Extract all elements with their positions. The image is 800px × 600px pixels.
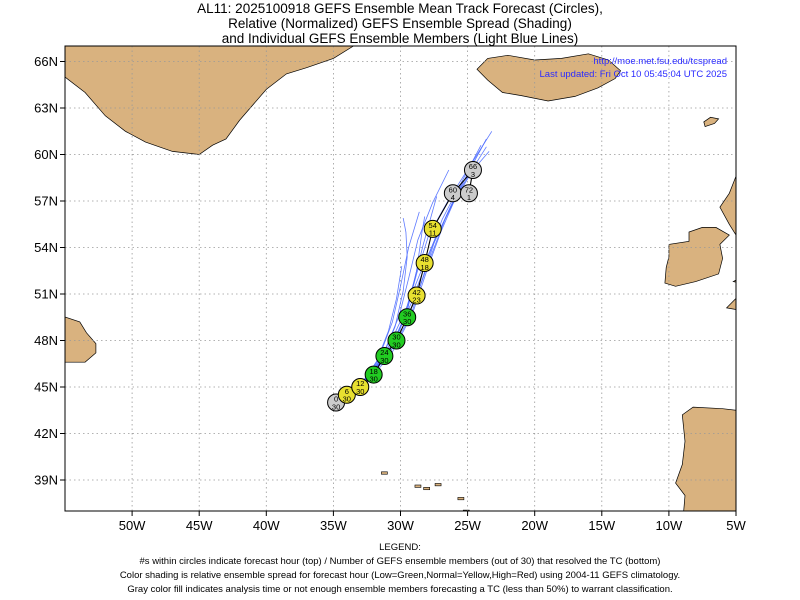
x-tick-label: 45W bbox=[186, 518, 213, 533]
forecast-markers: 0306301230183024303030363042234818541160… bbox=[327, 161, 482, 412]
forecast-circle bbox=[364, 365, 383, 384]
y-tick-label: 63N bbox=[34, 101, 58, 116]
forecast-hour-label: 54 bbox=[429, 221, 437, 230]
x-tick-label: 5W bbox=[726, 518, 746, 533]
forecast-point-6: 630 bbox=[337, 385, 356, 404]
member-count-label: 30 bbox=[369, 374, 377, 383]
forecast-hour-label: 66 bbox=[469, 162, 477, 171]
member-count-label: 30 bbox=[356, 387, 364, 396]
shetland-land bbox=[783, 142, 792, 156]
azores-island bbox=[457, 497, 465, 501]
forecast-hour-label: 48 bbox=[420, 255, 428, 264]
azores-island bbox=[434, 483, 442, 487]
forecast-hour-label: 42 bbox=[412, 288, 420, 297]
iberia-land bbox=[675, 406, 736, 511]
member-count-label: 30 bbox=[332, 402, 340, 411]
iceland-land bbox=[476, 53, 622, 102]
x-tick-label: 30W bbox=[387, 518, 414, 533]
x-tick-label: 50W bbox=[119, 518, 146, 533]
forecast-circle bbox=[415, 254, 434, 272]
y-tick-label: 54N bbox=[34, 240, 58, 255]
x-axis-ticks: 50W 45W 40W 35W 30W 25W 20W 15W 10W 5W bbox=[119, 511, 746, 533]
y-tick-label: 60N bbox=[34, 147, 58, 162]
forecast-circle bbox=[337, 385, 356, 404]
forecast-hour-label: 6 bbox=[345, 387, 349, 396]
x-tick-label: 20W bbox=[521, 518, 548, 533]
y-axis-ticks: 39N 42N 45N 48N 51N 54N 57N 60N 63N 66N bbox=[34, 54, 65, 488]
forecast-hour-label: 60 bbox=[449, 185, 457, 194]
legend-line-1: #s within circles indicate forecast hour… bbox=[139, 556, 661, 567]
forecast-hour-label: 30 bbox=[392, 333, 400, 342]
map-grid bbox=[65, 46, 736, 511]
y-tick-label: 39N bbox=[34, 473, 58, 488]
legend-line-3: Gray color fill indicates analysis time … bbox=[127, 584, 673, 595]
member-count-label: 11 bbox=[429, 229, 437, 238]
x-tick-label: 25W bbox=[454, 518, 481, 533]
member-count-label: 30 bbox=[380, 356, 388, 365]
azores-island bbox=[423, 487, 430, 491]
forecast-hour-label: 72 bbox=[465, 185, 473, 194]
forecast-point-72: 721 bbox=[459, 184, 478, 203]
chart-title-line-1: AL11: 2025100918 GEFS Ensemble Mean Trac… bbox=[197, 1, 603, 16]
chart-title-line-2: Relative (Normalized) GEFS Ensemble Spre… bbox=[228, 16, 572, 31]
forecast-point-60: 604 bbox=[443, 184, 462, 203]
forecast-hour-label: 0 bbox=[334, 395, 338, 404]
x-tick-label: 10W bbox=[656, 518, 683, 533]
forecast-point-66: 663 bbox=[463, 161, 482, 179]
y-tick-label: 57N bbox=[34, 194, 58, 209]
y-tick-label: 51N bbox=[34, 287, 58, 302]
forecast-circle bbox=[407, 286, 426, 305]
forecast-hour-label: 18 bbox=[369, 367, 377, 376]
legend-line-2: Color shading is relative ensemble sprea… bbox=[119, 570, 681, 581]
member-count-label: 30 bbox=[392, 340, 400, 349]
forecast-hour-label: 12 bbox=[356, 379, 364, 388]
forecast-circle bbox=[387, 331, 406, 350]
y-tick-label: 45N bbox=[34, 380, 58, 395]
chart-title-line-3: and Individual GEFS Ensemble Members (Li… bbox=[221, 31, 579, 46]
member-count-label: 30 bbox=[403, 317, 411, 326]
ireland-land bbox=[664, 227, 730, 287]
x-tick-label: 15W bbox=[588, 518, 615, 533]
x-tick-label: 35W bbox=[320, 518, 347, 533]
legend-heading: LEGEND: bbox=[379, 542, 421, 553]
forecast-hour-label: 36 bbox=[403, 309, 411, 318]
credit-url[interactable]: http://moe.met.fsu.edu/tcspread bbox=[593, 56, 727, 67]
forecast-hour-label: 24 bbox=[380, 348, 388, 357]
azores-island bbox=[414, 484, 422, 488]
credit-updated: Last updated: Fri Oct 10 05:45:04 UTC 20… bbox=[540, 69, 727, 80]
y-tick-label: 66N bbox=[34, 54, 58, 69]
britain-land bbox=[719, 175, 736, 310]
x-tick-label: 40W bbox=[253, 518, 280, 533]
forecast-circle bbox=[463, 161, 482, 179]
azores-island bbox=[381, 471, 388, 475]
newfoundland-land bbox=[65, 316, 97, 363]
greenland-land bbox=[65, 46, 355, 155]
faroe-land bbox=[703, 116, 720, 128]
member-count-label: 23 bbox=[412, 295, 420, 304]
member-count-label: 4 bbox=[451, 193, 455, 202]
member-count-label: 30 bbox=[343, 395, 351, 404]
y-tick-label: 42N bbox=[34, 426, 58, 441]
land-masses bbox=[65, 46, 792, 511]
forecast-circle bbox=[375, 347, 394, 365]
forecast-circle bbox=[398, 308, 417, 327]
forecast-circle bbox=[423, 219, 442, 238]
member-count-label: 3 bbox=[471, 170, 475, 179]
member-count-label: 1 bbox=[467, 193, 471, 202]
forecast-circle bbox=[351, 378, 370, 396]
y-tick-label: 48N bbox=[34, 333, 58, 348]
member-count-label: 18 bbox=[420, 263, 428, 272]
forecast-circle bbox=[459, 184, 478, 203]
